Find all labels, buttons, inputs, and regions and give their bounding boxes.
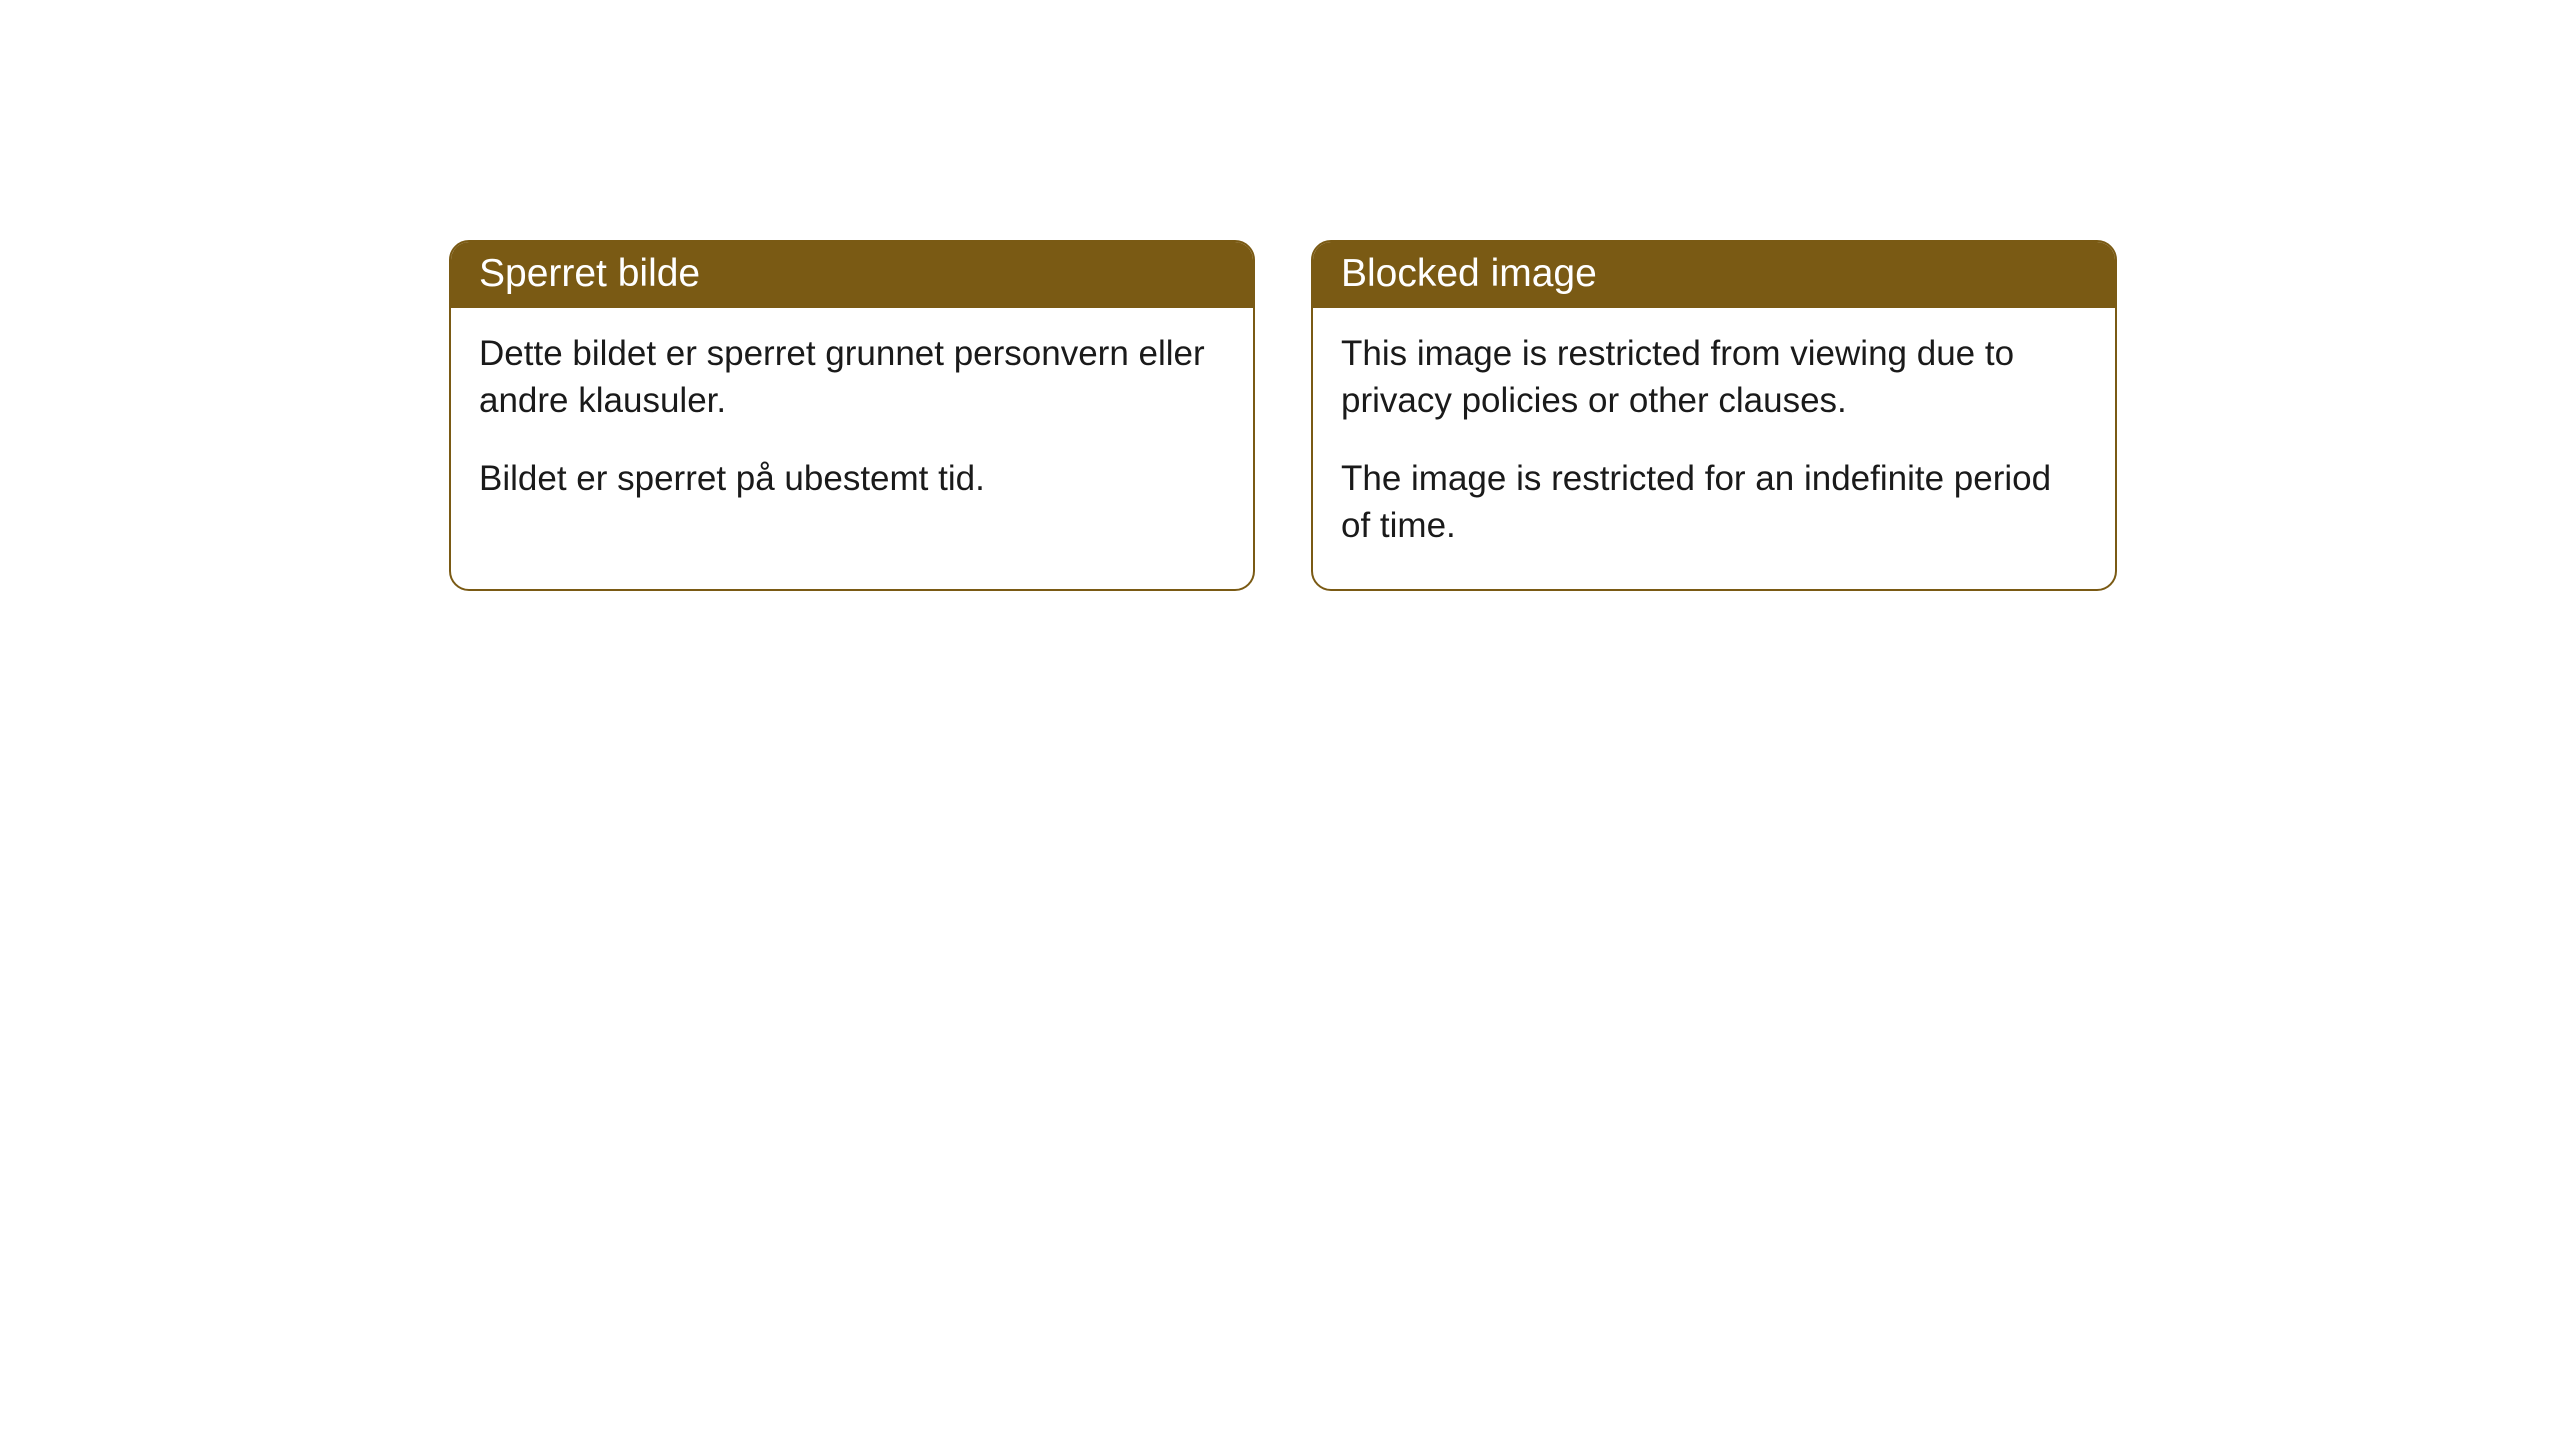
blocked-image-card-no: Sperret bilde Dette bildet er sperret gr… <box>449 240 1255 591</box>
card-paragraph-2: Bildet er sperret på ubestemt tid. <box>479 455 1225 502</box>
blocked-image-card-en: Blocked image This image is restricted f… <box>1311 240 2117 591</box>
cards-container: Sperret bilde Dette bildet er sperret gr… <box>0 0 2560 591</box>
card-paragraph-1: This image is restricted from viewing du… <box>1341 330 2087 425</box>
card-header: Sperret bilde <box>451 242 1253 308</box>
card-header: Blocked image <box>1313 242 2115 308</box>
card-paragraph-2: The image is restricted for an indefinit… <box>1341 455 2087 550</box>
card-body: Dette bildet er sperret grunnet personve… <box>451 308 1253 542</box>
card-body: This image is restricted from viewing du… <box>1313 308 2115 589</box>
card-paragraph-1: Dette bildet er sperret grunnet personve… <box>479 330 1225 425</box>
